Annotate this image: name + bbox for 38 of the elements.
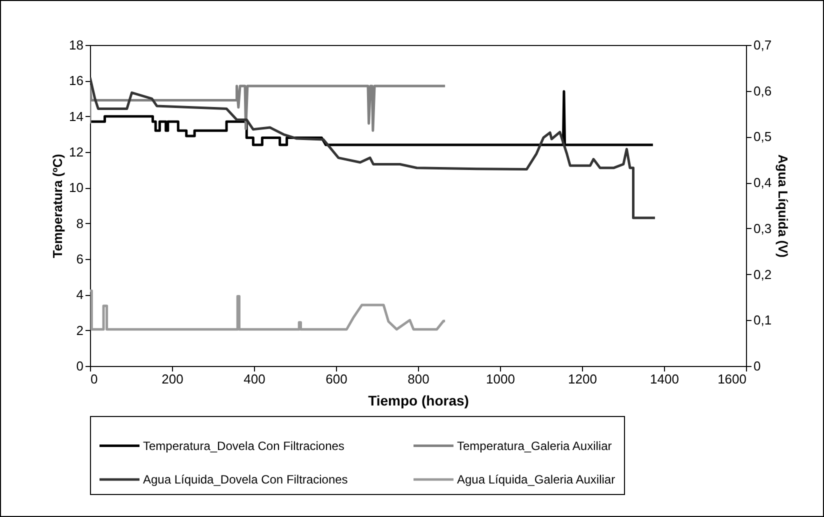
x-tick-label: 1400	[650, 372, 679, 386]
line-series	[90, 90, 654, 146]
y2-tick-label: 0,1	[754, 312, 772, 328]
y-axis-title: Temperatura (ºC)	[50, 154, 66, 258]
legend-label: Temperatura_Galeria Auxiliar	[457, 438, 612, 453]
y2-tick-label: 0	[754, 358, 761, 374]
y-tick-label: 8	[76, 216, 84, 231]
y-tick-label: 2	[76, 322, 84, 338]
x-tick-label: 400	[244, 372, 266, 386]
x-tick-label: 1600	[718, 372, 746, 386]
y-tick-label: 18	[69, 38, 84, 52]
y-tick-label: 10	[69, 180, 84, 196]
y-tick-label: 14	[69, 108, 84, 124]
x-tick-label: 800	[408, 372, 430, 386]
x-axis-title: Tiempo (horas)	[368, 392, 469, 408]
y-tick-label: 16	[69, 73, 84, 88]
legend-label: Agua Líquida_Dovela Con Filtraciones	[143, 472, 348, 486]
y-tick-label: 4	[76, 287, 84, 302]
x-tick-label: 1000	[486, 372, 515, 386]
x-tick-label: 200	[162, 372, 184, 386]
legend-label: Temperatura_Dovela Con Filtraciones	[143, 438, 344, 453]
y2-tick-label: 0,2	[754, 266, 772, 282]
y2-tick-label: 0,7	[754, 38, 772, 52]
line-series	[90, 76, 656, 220]
x-tick-label: 0	[90, 372, 98, 386]
line-series	[90, 290, 446, 331]
x-tick-label: 600	[326, 372, 348, 386]
y2-tick-label: 0,3	[754, 220, 772, 236]
legend-label: Agua Líquida_Galeria Auxiliar	[457, 472, 616, 486]
x-tick-label: 1200	[568, 372, 597, 386]
line-series	[90, 84, 446, 132]
y-tick-label: 0	[76, 358, 84, 374]
y-tick-label: 12	[69, 144, 84, 160]
y-tick-label: 6	[76, 252, 84, 266]
y2-axis-title: Agua Líquida (V)	[776, 154, 791, 258]
y2-tick-label: 0,6	[754, 83, 772, 98]
y2-tick-label: 0,5	[754, 129, 772, 144]
y2-tick-label: 0,4	[754, 175, 772, 190]
